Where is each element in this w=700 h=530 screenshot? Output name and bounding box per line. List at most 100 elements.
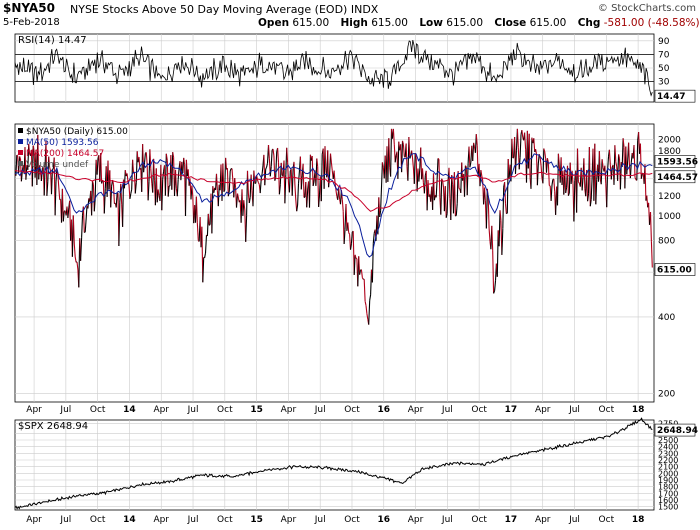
- main-y-tick-label: 1000: [658, 212, 681, 222]
- spx-x-tick-label: 15: [250, 515, 263, 525]
- price-segment: [535, 149, 538, 155]
- price-segment: [202, 257, 205, 283]
- price-segment: [256, 179, 259, 183]
- price-segment: [427, 180, 430, 197]
- price-segment: [524, 132, 527, 150]
- spx-x-tick-label: Apr: [281, 515, 297, 525]
- ma50-last-value: 1593.56: [657, 157, 698, 167]
- price-segment: [498, 210, 501, 247]
- price-segment: [621, 138, 624, 167]
- price-segment: [183, 157, 186, 165]
- price-segment: [157, 189, 160, 196]
- price-segment: [586, 169, 589, 202]
- price-segment: [626, 159, 629, 175]
- price-segment: [553, 178, 556, 192]
- price-segment: [349, 243, 352, 250]
- price-segment: [378, 197, 381, 217]
- price-segment: [231, 168, 234, 182]
- price-segment: [441, 178, 444, 181]
- price-segment: [442, 180, 445, 188]
- price-segment: [491, 225, 494, 251]
- main-legend-item: MA(200) 1464.57: [26, 149, 104, 159]
- spx-y-tick-label: 1600: [658, 496, 678, 505]
- price-segment: [546, 158, 549, 163]
- main-x-tick-label: Jul: [314, 405, 326, 415]
- price-segment: [15, 154, 18, 176]
- price-segment: [164, 153, 167, 196]
- price-segment: [215, 173, 218, 191]
- price-segment: [324, 146, 327, 171]
- price-segment: [437, 157, 440, 160]
- price-segment: [311, 155, 314, 187]
- chg-label: Chg: [577, 17, 601, 29]
- main-x-tick-label: Oct: [599, 405, 615, 415]
- price-segment: [250, 174, 253, 191]
- spx-x-tick-label: Jul: [314, 515, 326, 525]
- price-segment: [469, 161, 472, 168]
- price-segment: [306, 189, 309, 208]
- ticker-symbol: $NYA50: [3, 1, 55, 15]
- ohlc-values: Open 615.00 High 615.00 Low 615.00 Close…: [258, 17, 700, 29]
- price-segment: [118, 202, 121, 247]
- price-segment: [488, 228, 491, 242]
- price-segment: [308, 154, 311, 208]
- price-segment: [588, 147, 591, 207]
- chart-header: $NYA50 NYSE Stocks Above 50 Day Moving A…: [0, 0, 700, 16]
- price-segment: [468, 146, 471, 168]
- price-segment: [453, 172, 456, 217]
- price-segment: [143, 153, 146, 163]
- price-segment: [257, 182, 260, 185]
- price-segment: [20, 171, 23, 182]
- price-segment: [567, 192, 570, 196]
- main-x-tick-label: Apr: [153, 405, 169, 415]
- ma50-last-value-box: [654, 155, 696, 168]
- main-x-tick-label: 17: [505, 405, 518, 415]
- price-segment: [204, 234, 208, 254]
- price-segment: [91, 180, 94, 216]
- main-legend-item: MA(50) 1593.56: [26, 138, 99, 148]
- ma200-last-value: 1464.57: [657, 173, 698, 183]
- main-x-tick-label: Apr: [535, 405, 551, 415]
- price-segment: [485, 188, 488, 229]
- price-segment: [557, 153, 560, 165]
- price-segment: [589, 199, 592, 207]
- price-segment: [296, 204, 299, 212]
- price-segment: [472, 142, 475, 162]
- main-legend-swatch: [18, 139, 23, 144]
- price-segment: [587, 193, 590, 202]
- price-segment: [401, 140, 404, 145]
- rsi-last-value: 14.47: [657, 92, 685, 102]
- price-segment: [397, 141, 400, 179]
- price-segment: [49, 166, 52, 172]
- price-segment: [506, 212, 508, 215]
- main-x-tick-label: Oct: [344, 405, 360, 415]
- spx-x-tick-label: Jul: [441, 515, 453, 525]
- price-segment: [223, 190, 226, 193]
- price-segment: [110, 186, 113, 208]
- price-segment: [297, 169, 301, 184]
- price-segment: [278, 184, 281, 195]
- price-segment: [369, 294, 372, 301]
- price-segment: [236, 193, 239, 199]
- price-segment: [207, 213, 210, 226]
- price-segment: [521, 130, 524, 138]
- price-segment: [618, 154, 621, 159]
- price-segment: [590, 177, 593, 200]
- price-segment: [196, 222, 199, 241]
- price-segment: [350, 231, 353, 244]
- quote-date: 5-Feb-2018: [3, 17, 60, 28]
- price-segment: [103, 188, 106, 214]
- main-legend-item: $NYA50 (Daily) 615.00: [26, 127, 128, 137]
- spx-y-tick-label: 2100: [658, 463, 678, 472]
- price-segment: [595, 179, 598, 205]
- main-x-tick-label: Jul: [187, 405, 199, 415]
- spx-y-tick-label: 2500: [658, 436, 678, 445]
- price-segment: [533, 138, 536, 152]
- price-segment: [176, 179, 179, 197]
- price-segment: [451, 175, 454, 185]
- chg-value: -581.00 (-48.58%): [603, 17, 700, 29]
- price-segment: [52, 168, 54, 170]
- spx-y-tick-label: 2400: [658, 443, 678, 452]
- high-label: High: [340, 17, 368, 29]
- price-segment: [288, 170, 291, 193]
